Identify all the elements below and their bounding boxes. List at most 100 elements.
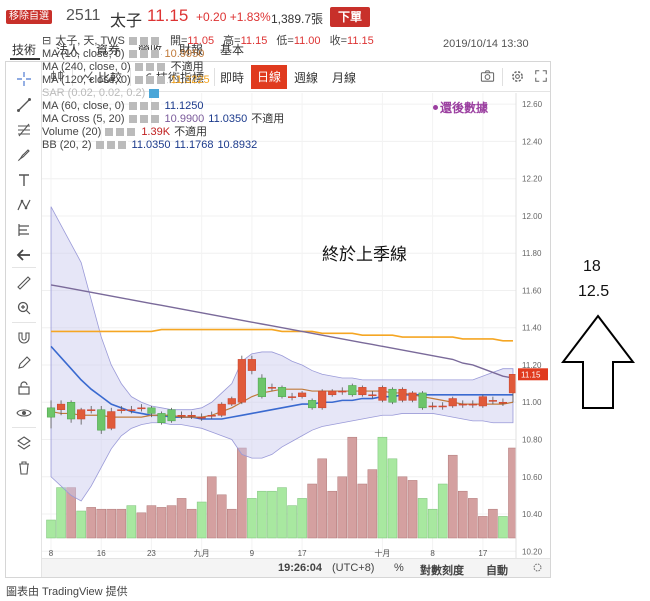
- volume-bar: [216, 494, 227, 539]
- monthly-button[interactable]: 月線: [332, 71, 357, 85]
- side-note-2: 12.5: [578, 283, 610, 300]
- legend-controls[interactable]: [128, 102, 161, 111]
- macross-value-1: 10.9900: [164, 113, 205, 125]
- timezone[interactable]: (UTC+8): [332, 562, 375, 574]
- daily-button[interactable]: 日線: [251, 65, 287, 89]
- back-arrow-icon[interactable]: [16, 247, 32, 263]
- stock-code: 2511: [66, 7, 101, 24]
- eye-icon[interactable]: [16, 405, 32, 421]
- camera-icon[interactable]: [480, 69, 495, 87]
- candle-body: [227, 398, 236, 405]
- candle-body: [247, 359, 256, 371]
- weekly-button[interactable]: 週線: [294, 71, 319, 85]
- volume-bar: [437, 483, 448, 539]
- nav-tabs: 技術 法人 資券 營收 財報 基本 2019/10/14 13:30: [0, 38, 650, 60]
- compare-button[interactable]: 比較: [98, 71, 123, 85]
- legend-controls[interactable]: [128, 37, 161, 46]
- candle-body: [408, 392, 417, 401]
- fullscreen-icon[interactable]: [534, 69, 548, 86]
- compare-icon[interactable]: [80, 69, 94, 86]
- candle-body: [56, 403, 66, 410]
- pencil-lock-icon[interactable]: [16, 355, 32, 371]
- volume-bar: [447, 454, 458, 539]
- legend-controls[interactable]: [134, 63, 167, 72]
- text-tool-icon[interactable]: [16, 172, 32, 188]
- close-label: 收=: [329, 35, 348, 47]
- stock-name: 太子: [110, 13, 143, 30]
- volume-bar: [457, 490, 468, 539]
- zoom-icon[interactable]: [16, 300, 32, 316]
- prediction-icon[interactable]: [16, 222, 32, 238]
- ruler-icon[interactable]: [16, 275, 32, 291]
- macross-value-3: 不適用: [251, 113, 285, 125]
- lock-icon[interactable]: [16, 380, 32, 396]
- volume-bar: [106, 508, 117, 539]
- legend-controls[interactable]: [128, 115, 161, 124]
- bb-value-2: 11.1768: [174, 139, 214, 151]
- pattern-icon[interactable]: [16, 197, 32, 213]
- tab-margin[interactable]: 資券: [96, 43, 121, 57]
- candle-body: [87, 409, 96, 411]
- legend-volume: Volume (20) 1.39K 不適用: [42, 126, 207, 139]
- close-value: 11.15: [347, 35, 374, 47]
- log-scale-toggle[interactable]: 對數刻度: [420, 565, 464, 577]
- low-value: 11.00: [293, 35, 321, 47]
- price-tick-label: 10.20: [522, 547, 543, 556]
- tab-technical[interactable]: 技術: [12, 43, 37, 57]
- ma60-line: [50, 284, 514, 379]
- brush-icon[interactable]: [16, 147, 32, 163]
- candle-body: [267, 387, 277, 389]
- trash-icon[interactable]: [16, 460, 32, 476]
- price-chart[interactable]: 12.60 12.40 12.20 12.00 11.80 11.60 11.40 11.20…: [42, 93, 550, 558]
- percent-toggle[interactable]: %: [394, 562, 404, 574]
- settings-icon[interactable]: [532, 562, 543, 576]
- x-tick-label: 9: [250, 549, 255, 558]
- gear-icon[interactable]: [510, 69, 525, 87]
- volume-bar: [407, 480, 418, 539]
- fib-tool-icon[interactable]: [16, 122, 32, 138]
- trend-line-icon[interactable]: [16, 97, 32, 113]
- eye-icon[interactable]: [149, 88, 160, 98]
- legend-controls[interactable]: [134, 76, 167, 85]
- volume-bar: [367, 469, 378, 539]
- volume-label: Volume (20): [42, 126, 102, 138]
- candle-body: [207, 415, 216, 417]
- ma60-label: MA (60, close, 0): [42, 100, 125, 112]
- order-button[interactable]: 下單: [330, 7, 370, 27]
- indicators-button[interactable]: 技術指標: [156, 71, 205, 85]
- ma10-value: 10.9950: [164, 48, 205, 60]
- ma120-line: [51, 328, 513, 342]
- adjusted-data-label[interactable]: 還後數據: [440, 101, 489, 115]
- toolbar-divider: [130, 68, 131, 86]
- volume-bar: [277, 487, 287, 539]
- price-change: +0.20 +1.83%: [196, 10, 271, 24]
- layers-icon[interactable]: [16, 435, 32, 451]
- tab-financials[interactable]: 財報: [179, 43, 204, 57]
- candle-body: [458, 403, 467, 406]
- timestamp: 2019/10/14 13:30: [443, 38, 529, 50]
- crosshair-icon[interactable]: [16, 71, 32, 87]
- auto-scale-toggle[interactable]: 自動: [486, 565, 508, 577]
- price-tick-label: 11.20: [522, 361, 542, 370]
- adjusted-data-dot: [433, 105, 438, 110]
- volume-bar: [196, 501, 207, 539]
- tab-institutional[interactable]: 法人: [56, 43, 81, 57]
- volume-bar: [126, 505, 137, 539]
- candle-type-icon[interactable]: [50, 69, 64, 86]
- low-label: 低=: [276, 35, 294, 47]
- legend-controls[interactable]: [128, 50, 161, 59]
- magnet-icon[interactable]: [16, 330, 32, 346]
- volume-value-1: 1.39K: [141, 126, 171, 138]
- legend-controls[interactable]: [95, 141, 128, 150]
- volume-bar: [176, 498, 187, 539]
- candle-body: [378, 387, 387, 401]
- volume-bar: [317, 458, 327, 539]
- legend-controls[interactable]: [105, 128, 138, 137]
- intraday-button[interactable]: 即時: [220, 71, 245, 85]
- remove-watchlist-button[interactable]: 移除自選: [6, 10, 52, 24]
- volume-bar: [237, 447, 247, 539]
- collapse-icon[interactable]: ⊟: [42, 35, 52, 47]
- candle-body: [147, 407, 156, 414]
- candle-body: [418, 392, 427, 409]
- tab-basic[interactable]: 基本: [220, 43, 245, 57]
